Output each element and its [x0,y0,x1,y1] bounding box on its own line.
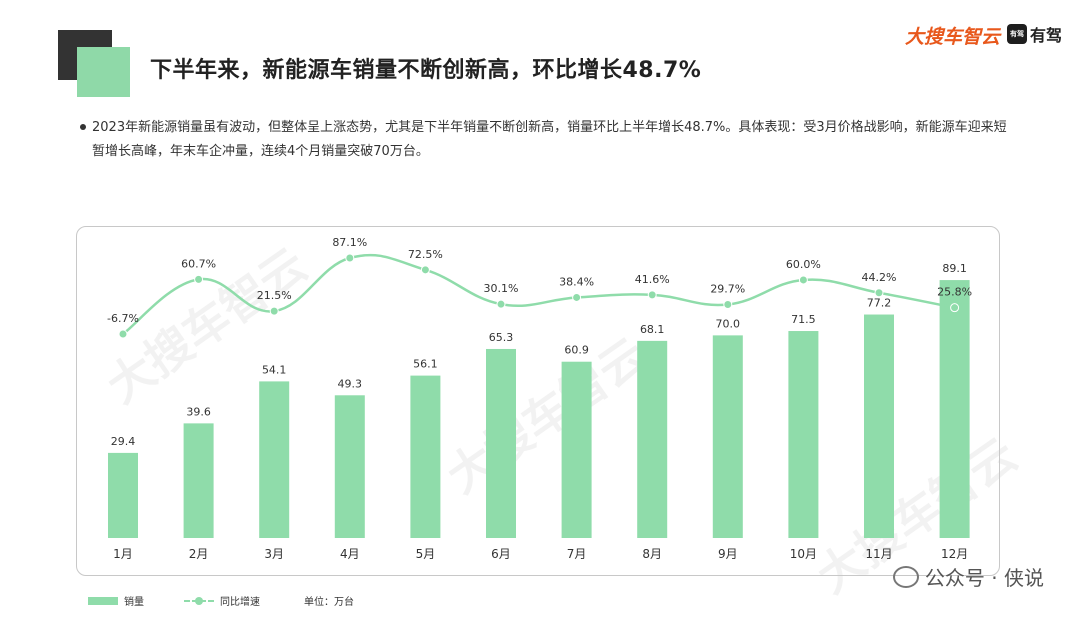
x-tick-label: 9月 [718,547,738,561]
growth-point [647,290,657,300]
growth-point [572,292,582,302]
growth-value-label: 41.6% [635,273,670,286]
bar [410,375,441,538]
bar [108,452,138,538]
growth-point [118,329,128,339]
watermark-text: 公众号 · 侠说 [924,566,1044,590]
bar-value-label: 39.6 [186,405,211,418]
bar-value-label: 54.1 [262,363,287,376]
summary-text: 2023年新能源销量虽有波动，但整体呈上涨态势，尤其是下半年销量不断创新高，销量… [92,120,1007,159]
bar-value-label: 56.1 [413,358,438,371]
partner-logo-icon: 有驾 [1006,24,1027,44]
x-tick-label: 12月 [941,547,968,561]
growth-value-label: 87.1% [332,236,367,249]
bar-value-label: 89.1 [942,262,967,275]
x-tick-label: 11月 [865,547,892,561]
x-tick-label: 2月 [189,547,209,561]
growth-point [420,265,430,275]
summary-paragraph: 2023年新能源销量虽有波动，但整体呈上涨态势，尤其是下半年销量不断创新高，销量… [80,116,1012,164]
legend-line-swatch [184,596,214,606]
growth-point [950,303,960,313]
x-tick-label: 4月 [340,547,360,561]
x-tick-label: 8月 [642,547,662,561]
growth-value-label: 30.1% [484,282,519,295]
page-title: 下半年来，新能源车销量不断创新高，环比增长48.7% [150,58,702,83]
bar-value-label: 60.9 [564,344,589,357]
legend-line-label: 同比增速 [220,597,260,608]
wechat-watermark: 公众号 · 侠说 [892,562,1044,591]
bar [637,340,668,538]
growth-value-label: 44.2% [862,271,897,284]
bar [788,331,819,538]
growth-point [723,300,733,310]
growth-value-label: 60.0% [786,258,821,271]
bar-value-label: 77.2 [867,297,892,310]
bar [486,348,516,538]
bar [712,335,743,538]
bar-value-label: 65.3 [489,331,514,344]
growth-point [874,288,884,298]
legend-bar-label: 销量 [124,597,144,608]
growth-value-label: 25.8% [937,286,972,299]
bar-value-label: 68.1 [640,323,665,336]
growth-value-label: 21.5% [257,289,292,302]
x-tick-label: 10月 [790,547,817,561]
growth-value-label: 72.5% [408,248,443,261]
chart-frame [76,226,1000,576]
growth-value-label: 38.4% [559,275,594,288]
x-tick-label: 5月 [416,547,436,561]
brand-logo: 大搜车智云 [904,26,1000,48]
bar-value-label: 71.5 [791,313,816,326]
growth-value-label: -6.7% [107,312,139,325]
bullet-icon [80,124,86,130]
partner-logo: 有驾 有驾 [1006,22,1062,46]
bar [939,280,970,538]
wechat-icon [892,565,919,588]
bar [183,423,214,538]
growth-point [194,274,204,284]
x-tick-label: 6月 [491,547,511,561]
bar [864,314,894,538]
bar-value-label: 70.0 [716,317,741,330]
chart-legend: 销量 同比增速 单位：万台 [88,593,354,608]
x-tick-label: 1月 [113,547,133,561]
growth-point [269,306,279,316]
bar [334,395,365,538]
x-tick-label: 3月 [264,547,284,561]
growth-point [345,253,355,263]
x-tick-label: 7月 [567,547,587,561]
bar-value-label: 29.4 [111,435,136,448]
partner-logo-text: 有驾 [1029,26,1062,45]
decor-block-green [77,47,130,97]
unit-label: 单位：万台 [304,597,354,608]
bar [259,381,290,538]
legend-bar-swatch [88,596,118,605]
growth-value-label: 60.7% [181,257,216,270]
growth-point [496,299,506,309]
bar-value-label: 49.3 [338,377,363,390]
growth-line [122,253,955,336]
bar [561,361,592,538]
growth-value-label: 29.7% [710,283,745,296]
growth-point [798,275,808,285]
